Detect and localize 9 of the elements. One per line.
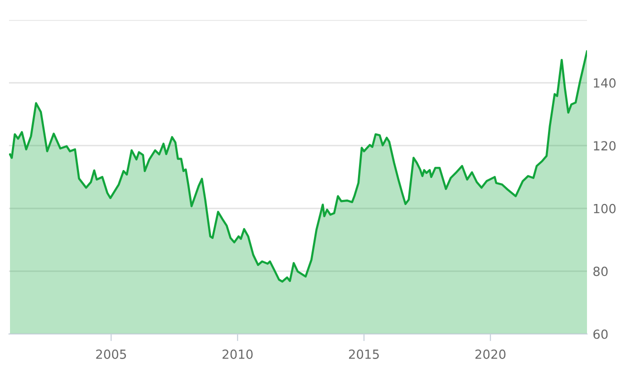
y-tick-label: 80: [593, 266, 608, 276]
x-tick-label: 2005: [96, 350, 126, 359]
x-tick-label: 2015: [349, 350, 379, 359]
x-tick-label: 2020: [475, 350, 506, 359]
y-tick-label: 140: [594, 78, 616, 88]
y-tick-label: 120: [594, 141, 616, 151]
y-tick-label: 100: [594, 204, 616, 214]
x-tick-label: 2010: [222, 350, 253, 359]
y-tick-label: 60: [593, 329, 608, 339]
